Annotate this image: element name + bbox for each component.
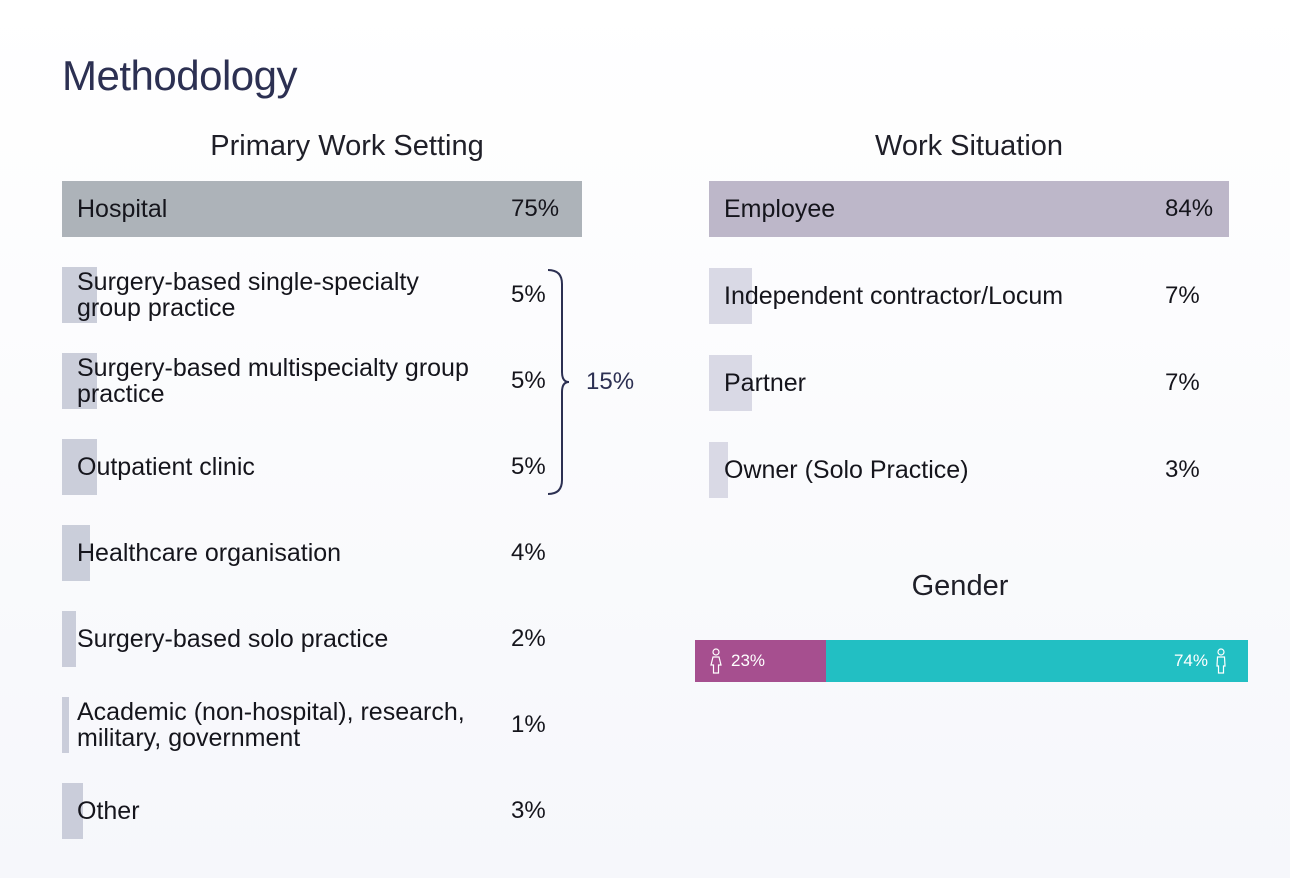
work-situation-row: Employee 84% — [709, 181, 1229, 237]
work-setting-label: Other — [77, 797, 140, 825]
gender-title: Gender — [911, 570, 1009, 602]
gender-bar: 23% 74% — [695, 640, 1248, 682]
work-setting-label: Surgery-based solo practice — [77, 625, 389, 653]
group-bracket-label: 15% — [586, 368, 635, 395]
work-setting-bar — [62, 267, 97, 323]
page-title: Methodology — [62, 52, 298, 99]
work-situation-bar — [709, 268, 753, 324]
work-situation-row: Owner (Solo Practice) 3% — [709, 442, 1225, 498]
work-setting-value: 2% — [511, 625, 546, 652]
work-setting-value: 75% — [511, 195, 560, 222]
work-setting-label: Academic (non-hospital), research, milit… — [77, 698, 465, 752]
work-setting-label: Healthcare organisation — [77, 539, 342, 567]
work-setting-row: Healthcare organisation 4% — [62, 525, 571, 581]
group-bracket-path — [547, 269, 570, 495]
work-setting-value: 5% — [511, 367, 546, 394]
work-situation-bar — [709, 181, 1229, 237]
work-setting-row: Surgery-based multispecialty group pract… — [62, 353, 571, 409]
work-situation-label: Partner — [724, 369, 806, 397]
work-setting-value: 5% — [511, 281, 546, 308]
work-situation-label: Employee — [724, 195, 836, 223]
work-situation-bar — [709, 355, 753, 411]
work-situation-bar — [709, 442, 728, 498]
work-situation-value: 7% — [1165, 369, 1200, 396]
work-setting-row: Hospital 75% — [62, 181, 582, 237]
work-setting-row: Other 3% — [62, 783, 571, 839]
work-setting-value: 1% — [511, 711, 546, 738]
work-setting-bar — [62, 611, 76, 667]
work-setting-bar — [62, 353, 97, 409]
work-setting-label: Surgery-based single-specialty group pra… — [77, 268, 419, 322]
work-setting-row: Surgery-based solo practice 2% — [62, 611, 571, 667]
work-setting-bar — [62, 525, 90, 581]
work-setting-bar — [62, 783, 83, 839]
work-setting-bar — [62, 181, 582, 237]
work-setting-row: Surgery-based single-specialty group pra… — [62, 267, 571, 323]
group-bracket — [547, 269, 570, 495]
gender-male-segment: 74% — [826, 640, 1248, 682]
work-setting-label: Surgery-based multispecialty group pract… — [77, 354, 469, 408]
work-setting-row: Academic (non-hospital), research, milit… — [62, 697, 571, 753]
gender-male-label: 74% — [1173, 651, 1208, 670]
work-setting-bar — [62, 697, 69, 753]
work-situation-row: Independent contractor/Locum 7% — [709, 268, 1225, 324]
work-situation-label: Owner (Solo Practice) — [724, 456, 969, 484]
work-setting-bar — [62, 439, 97, 495]
male-icon — [1216, 648, 1226, 674]
work-setting-title: Primary Work Setting — [210, 130, 484, 162]
work-setting-value: 3% — [511, 797, 546, 824]
work-setting-label: Hospital — [77, 195, 168, 223]
work-situation-title: Work Situation — [874, 130, 1064, 162]
work-setting-label: Outpatient clinic — [77, 453, 255, 481]
gender-female-segment: 23% — [695, 640, 827, 682]
work-situation-value: 3% — [1165, 456, 1200, 483]
work-situation-row: Partner 7% — [709, 355, 1225, 411]
work-setting-value: 5% — [511, 453, 546, 480]
work-setting-row: Outpatient clinic 5% — [62, 439, 571, 495]
gender-female-label: 23% — [731, 651, 766, 670]
female-icon — [710, 648, 722, 674]
work-situation-label: Independent contractor/Locum — [724, 282, 1064, 310]
work-setting-value: 4% — [511, 539, 546, 566]
work-situation-value: 84% — [1165, 195, 1214, 222]
work-situation-value: 7% — [1165, 282, 1200, 309]
